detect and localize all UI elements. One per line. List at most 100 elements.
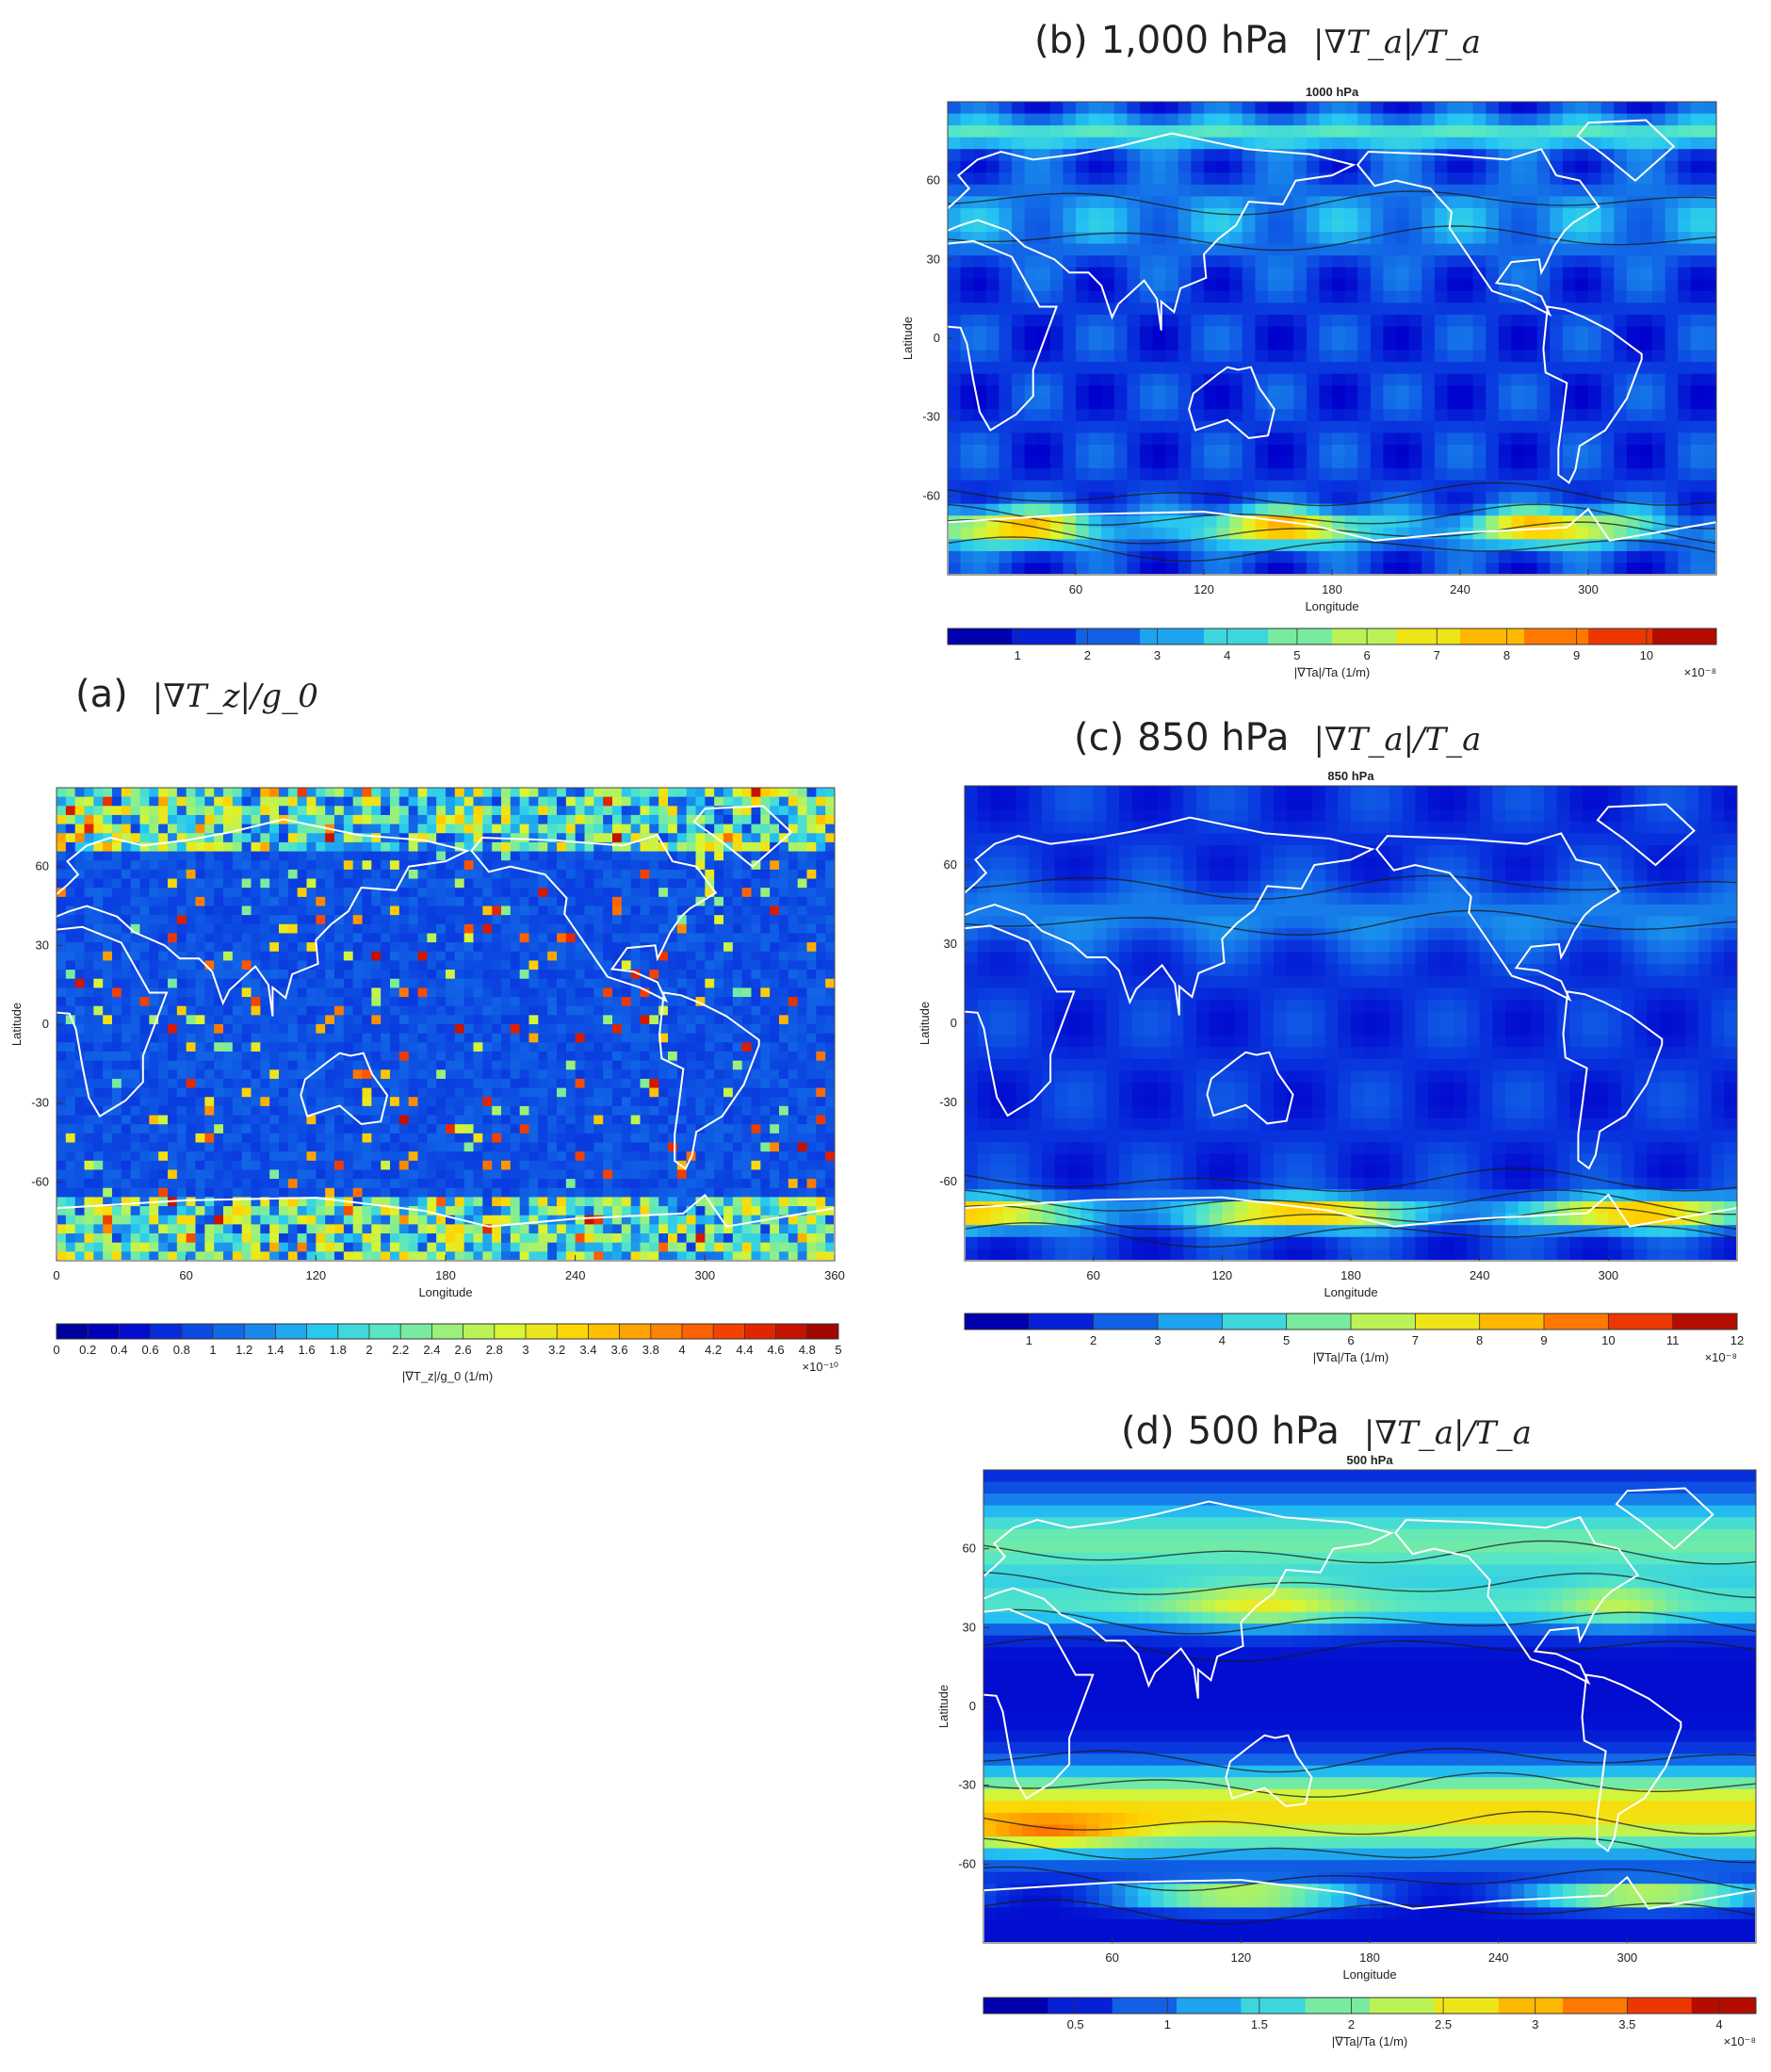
colorbar-segment — [213, 1324, 245, 1339]
colorbar-segment — [620, 1324, 652, 1339]
colorbar-segment — [1332, 628, 1397, 644]
colorbar-segment — [1222, 1313, 1287, 1330]
colorbar-tick-label: 7 — [1434, 648, 1440, 662]
colorbar-tick-label: 1 — [1015, 648, 1021, 662]
colorbar-segment — [182, 1324, 214, 1339]
colorbar-tick-label: 5 — [835, 1343, 841, 1357]
colorbar-segment — [1241, 1998, 1306, 2014]
colorbar-segment — [463, 1324, 496, 1339]
field-raster — [983, 1470, 1757, 1944]
colorbar-segment — [776, 1324, 808, 1339]
x-tick-label: 180 — [1340, 1268, 1361, 1282]
colorbar-tick-label: 3.8 — [642, 1343, 659, 1357]
x-tick-label: 180 — [435, 1268, 456, 1282]
y-tick-label: -30 — [31, 1096, 49, 1110]
colorbar-segment — [1627, 1998, 1692, 2014]
map-title: 850 hPa — [1327, 769, 1374, 783]
colorbar-segment — [1692, 1998, 1757, 2014]
colorbar-tick-label: 3.2 — [548, 1343, 565, 1357]
colorbar-segment — [948, 628, 1013, 644]
x-tick-label: 240 — [1488, 1950, 1509, 1965]
colorbar-segment — [1588, 628, 1653, 644]
x-tick-label: 60 — [1105, 1950, 1118, 1965]
colorbar-segment — [1204, 628, 1269, 644]
y-axis-label: Latitude — [901, 317, 915, 360]
colorbar-tick-label: 1.5 — [1251, 2017, 1268, 2031]
x-axis-label: Longitude — [1324, 1285, 1377, 1299]
colorbar-segment — [151, 1324, 183, 1339]
y-tick-label: -30 — [958, 1778, 976, 1792]
colorbar-tick-label: 7 — [1412, 1333, 1419, 1347]
colorbar-tick-label: 6 — [1363, 648, 1370, 662]
y-tick-label: -30 — [939, 1095, 957, 1109]
y-tick-label: -60 — [922, 488, 940, 502]
colorbar-tick-label: 2 — [1348, 2017, 1355, 2031]
colorbar-tick-label: 0 — [53, 1343, 59, 1357]
y-tick-label: 0 — [934, 331, 940, 345]
colorbar-multiplier: ×10⁻⁸ — [1705, 1350, 1737, 1364]
colorbar-segment — [807, 1324, 839, 1339]
colorbar-label: |∇Ta|/Ta (1/m) — [1294, 665, 1370, 679]
colorbar: 0.5 1 1.5 2 2.5 3 3.5 4 |∇Ta|/Ta (1/m) ×10⁻⁸ — [983, 1998, 1757, 2048]
y-tick-label: -60 — [958, 1856, 976, 1870]
colorbar-segment — [1499, 1998, 1564, 2014]
colorbar-segment — [1460, 628, 1525, 644]
x-tick-label: 240 — [1470, 1268, 1490, 1282]
colorbar-segment — [1177, 1998, 1242, 2014]
colorbar-segment — [57, 1324, 89, 1339]
colorbar-segment — [1415, 1313, 1480, 1330]
colorbar-tick-label: 12 — [1730, 1333, 1744, 1347]
colorbar-segment — [1396, 628, 1461, 644]
colorbar-segment — [1287, 1313, 1352, 1330]
y-tick-label: -30 — [922, 410, 940, 424]
colorbar-segment — [744, 1324, 776, 1339]
colorbar-tick-label: 3 — [1154, 1333, 1161, 1347]
colorbar-segment — [400, 1324, 432, 1339]
colorbar-tick-label: 5 — [1283, 1333, 1290, 1347]
colorbar-segment — [1544, 1313, 1609, 1330]
field-raster — [965, 786, 1738, 1262]
colorbar-tick-label: 4 — [678, 1343, 685, 1357]
x-tick-label: 240 — [1450, 582, 1470, 596]
colorbar-tick-label: 4.8 — [799, 1343, 816, 1357]
colorbar-tick-label: 2.4 — [423, 1343, 440, 1357]
colorbar-label: |∇Ta|/Ta (1/m) — [1313, 1350, 1389, 1364]
colorbar-segment — [1608, 1313, 1673, 1330]
colorbar-label: |∇Ta|/Ta (1/m) — [1332, 2034, 1407, 2048]
y-tick-label: 30 — [944, 937, 957, 951]
colorbar-segment — [275, 1324, 307, 1339]
colorbar-tick-label: 2.6 — [455, 1343, 472, 1357]
field-raster — [57, 788, 836, 1262]
colorbar: 1 2 3 4 5 6 7 8 9 10 11 12|∇Ta|/Ta (1/m) ×10⁻⁸ — [965, 1313, 1744, 1364]
colorbar-tick-label: 2 — [366, 1343, 372, 1357]
x-tick-label: 360 — [824, 1268, 845, 1282]
y-tick-label: 0 — [950, 1016, 957, 1030]
colorbar-segment — [965, 1313, 1030, 1330]
y-axis-label: Latitude — [918, 1002, 932, 1045]
colorbar-tick-label: 3.5 — [1618, 2017, 1635, 2031]
colorbar-segment — [1029, 1313, 1094, 1330]
colorbar-segment — [495, 1324, 527, 1339]
colorbar-tick-label: 4 — [1715, 2017, 1722, 2031]
colorbar-segment — [431, 1324, 463, 1339]
colorbar-segment — [119, 1324, 151, 1339]
colorbar-tick-label: 2 — [1084, 648, 1091, 662]
colorbar-tick-label: 4.4 — [736, 1343, 753, 1357]
colorbar-tick-label: 9 — [1573, 648, 1580, 662]
colorbar-segment — [588, 1324, 620, 1339]
map-title: 1000 hPa — [1306, 85, 1359, 99]
x-tick-label: 60 — [1086, 1268, 1099, 1282]
colorbar-segment — [1652, 628, 1717, 644]
x-axis-label: Longitude — [1305, 599, 1358, 613]
x-tick-label: 300 — [1598, 1268, 1618, 1282]
map-panel-a: 0 60 120 180 240 300 360Longitude60300-30-60La… — [9, 788, 845, 1383]
colorbar-segment — [1480, 1313, 1545, 1330]
y-tick-label: -60 — [939, 1174, 957, 1188]
y-tick-label: 60 — [963, 1542, 976, 1556]
y-tick-label: 30 — [36, 938, 49, 952]
y-tick-label: 60 — [944, 857, 957, 872]
map-panel-d: 500 hPa60 120 180 240 300Longitude60300-30-6… — [936, 1453, 1757, 2048]
colorbar-segment — [1094, 1313, 1159, 1330]
colorbar-segment — [526, 1324, 558, 1339]
colorbar-tick-label: 1 — [1026, 1333, 1032, 1347]
